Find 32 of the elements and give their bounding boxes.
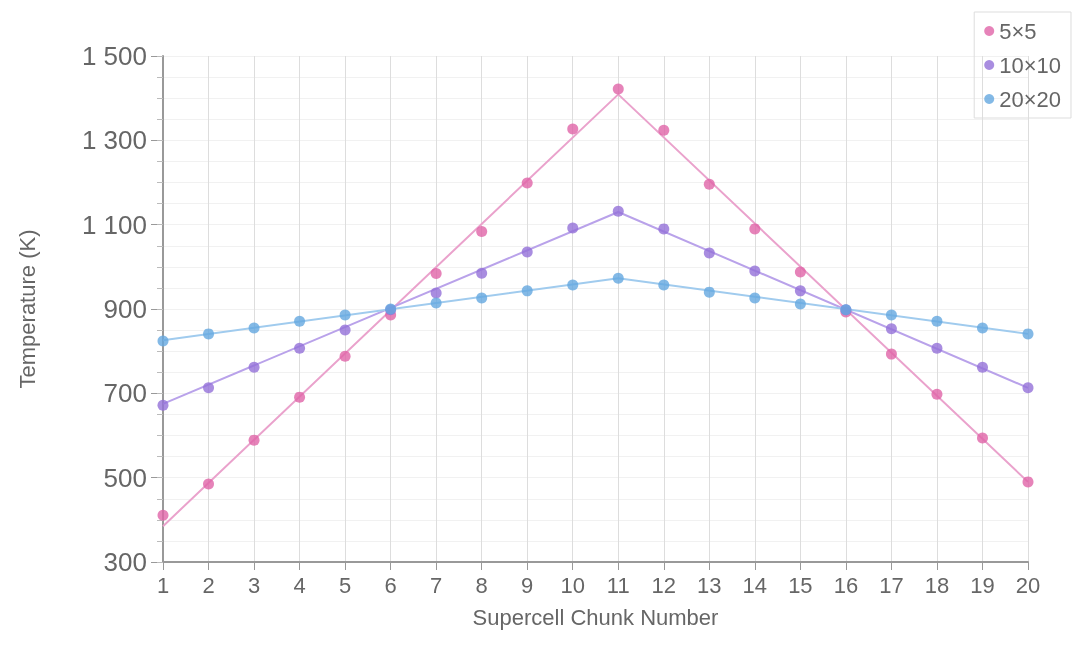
x-tick-label: 20: [1015, 572, 1041, 598]
y-tick-label: 700: [103, 378, 147, 409]
x-tick-label: 5: [338, 572, 352, 598]
y-axis-title: Temperature (K): [14, 229, 40, 389]
y-tick-label: 900: [103, 294, 147, 324]
y-tick-label: 1 300: [81, 125, 147, 156]
legend-label: 10×10: [999, 52, 1062, 78]
x-tick-label: 9: [521, 572, 534, 598]
y-tick-label: 1 500: [81, 41, 147, 71]
x-tick-label: 13: [697, 572, 722, 598]
x-tick-label: 4: [293, 572, 306, 598]
x-tick-label: 7: [430, 572, 443, 598]
x-tick-label: 11: [606, 572, 630, 598]
x-tick-label: 16: [833, 572, 859, 598]
x-tick-label: 6: [384, 572, 397, 598]
x-axis-title: Supercell Chunk Number: [472, 604, 719, 630]
x-tick-label: 17: [879, 572, 904, 598]
x-tick-label: 8: [475, 572, 488, 598]
y-tick-label: 500: [103, 462, 147, 493]
y-tick-label: 1 100: [81, 209, 147, 240]
x-tick-label: 14: [742, 572, 768, 598]
x-tick-label: 1: [156, 572, 170, 598]
x-tick-label: 10: [560, 572, 585, 598]
x-tick-label: 12: [651, 572, 677, 598]
x-tick-label: 15: [788, 572, 813, 598]
x-tick-label: 3: [247, 572, 261, 598]
x-tick-label: 2: [202, 572, 215, 598]
y-tick-label: 300: [103, 547, 147, 577]
x-tick-label: 18: [924, 572, 950, 598]
legend-label: 5×5: [999, 18, 1037, 44]
legend-label: 20×20: [999, 86, 1062, 112]
x-tick-label: 19: [970, 572, 995, 598]
